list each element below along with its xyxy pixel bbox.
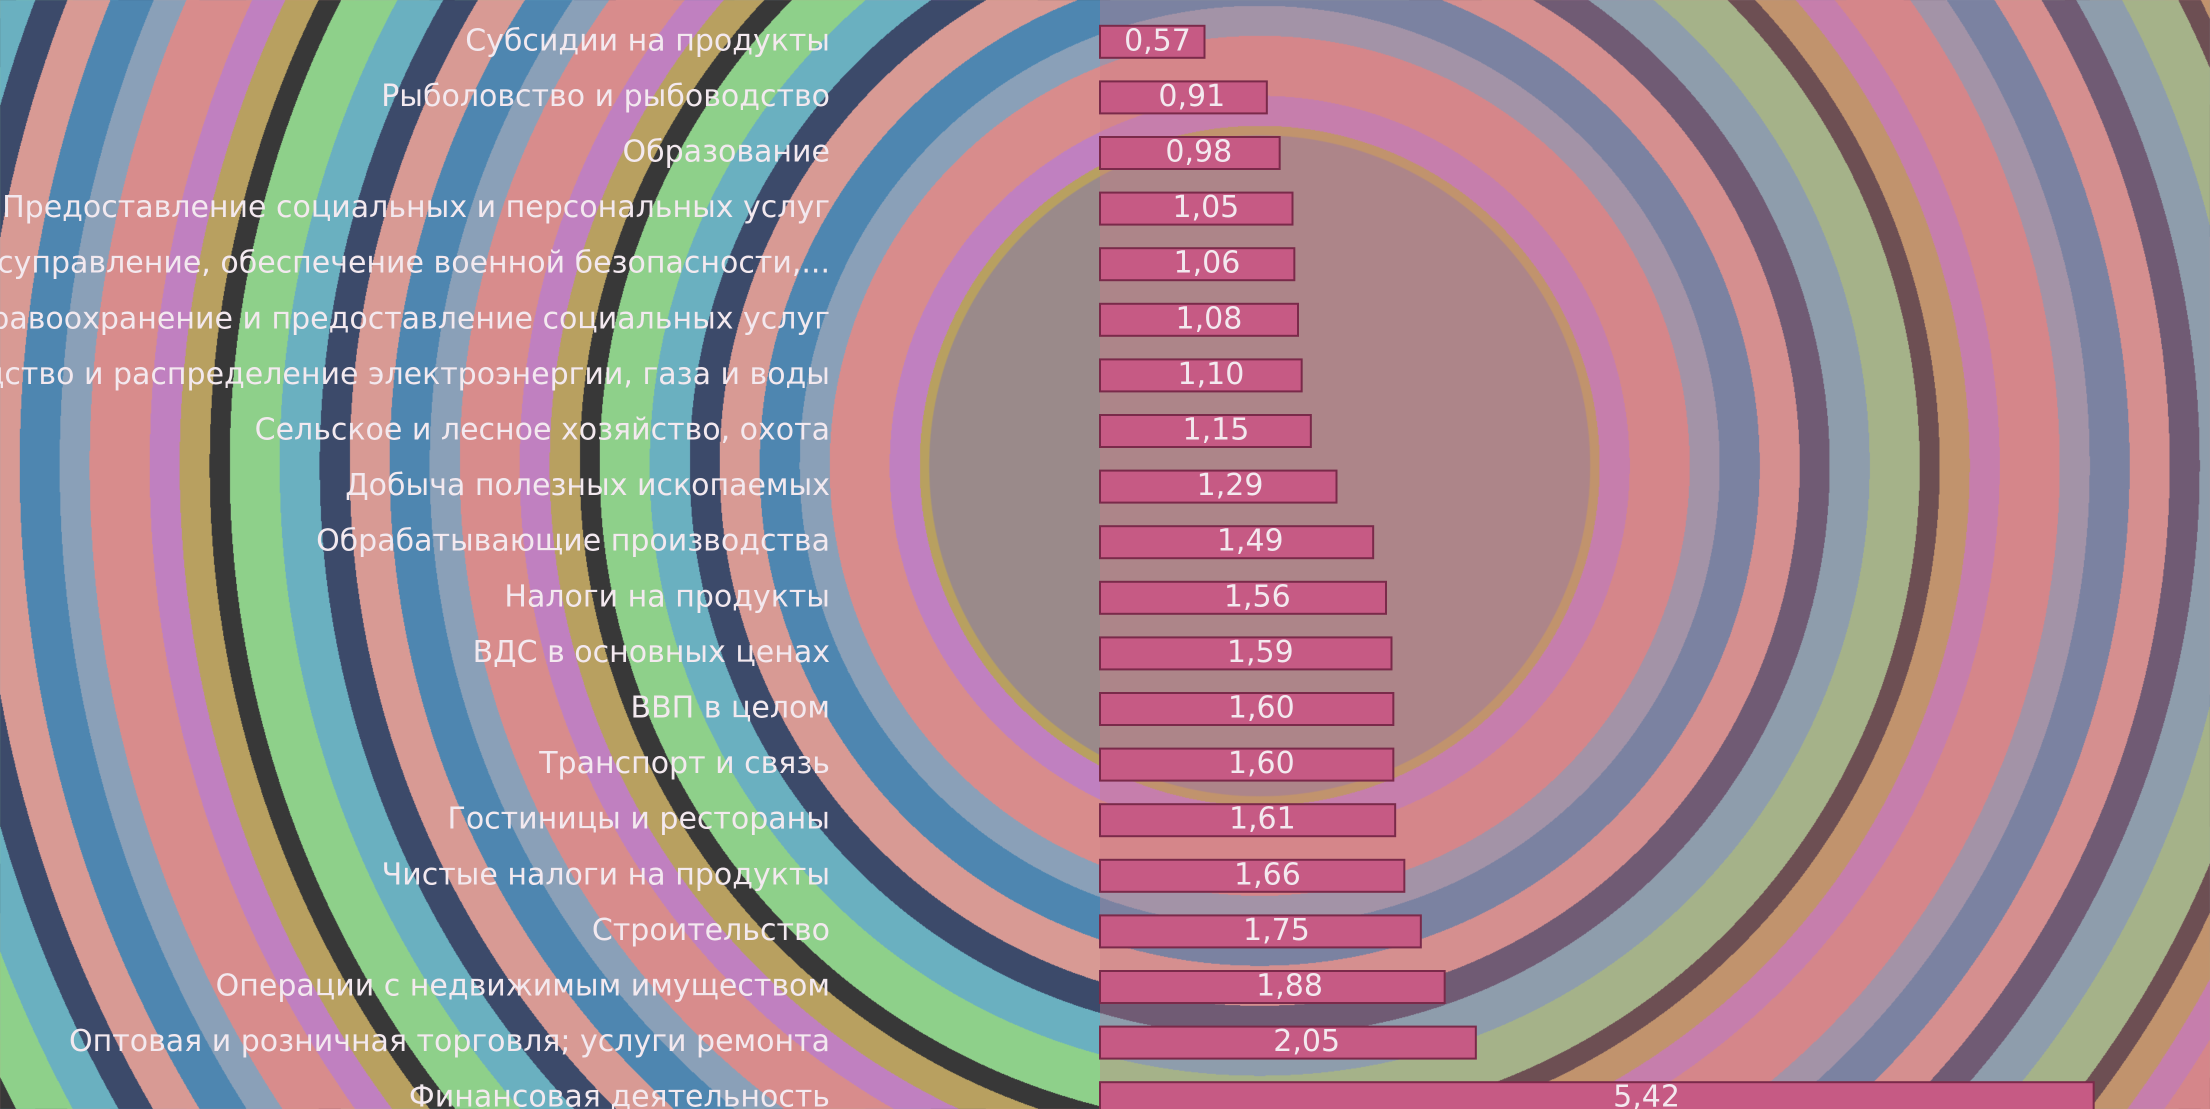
category-label: Предоставление социальных и персональных… xyxy=(2,190,830,225)
category-label: ВДС в основных ценах xyxy=(473,635,830,670)
value-label: 1,15 xyxy=(1183,413,1250,448)
value-label: 1,10 xyxy=(1178,357,1245,392)
category-label: Добыча полезных ископаемых xyxy=(345,468,830,503)
value-label: 1,60 xyxy=(1228,746,1295,781)
value-label: 2,05 xyxy=(1273,1024,1340,1059)
category-label: Операции с недвижимым имуществом xyxy=(216,969,830,1004)
bar xyxy=(1099,1081,2095,1109)
value-label: 1,08 xyxy=(1176,301,1243,336)
bar xyxy=(1099,636,1393,671)
category-label: Образование xyxy=(623,135,830,170)
bar xyxy=(1099,525,1375,560)
value-label: 1,66 xyxy=(1234,857,1301,892)
category-label: Здравоохранение и предоставление социаль… xyxy=(0,301,830,336)
bar xyxy=(1099,580,1387,615)
category-label: Госуправление, обеспечение военной безоп… xyxy=(0,246,830,281)
value-label: 1,59 xyxy=(1227,635,1294,670)
bar xyxy=(1099,80,1268,115)
bar xyxy=(1099,247,1296,282)
value-label: 1,60 xyxy=(1228,691,1295,726)
bar xyxy=(1099,914,1422,949)
category-label: Производство и распределение электроэнер… xyxy=(0,357,830,392)
category-label: Рыболовство и рыбоводство xyxy=(381,79,830,114)
category-label: Строительство xyxy=(592,913,830,948)
bar xyxy=(1099,24,1206,59)
bar xyxy=(1099,858,1406,893)
category-label: Гостиницы и рестораны xyxy=(448,802,830,837)
value-label: 1,88 xyxy=(1256,969,1323,1004)
bar xyxy=(1099,803,1397,838)
value-label: 0,98 xyxy=(1165,135,1232,170)
bar xyxy=(1099,1025,1477,1060)
value-label: 1,05 xyxy=(1172,190,1239,225)
value-label: 0,57 xyxy=(1124,23,1191,58)
category-label: Налоги на продукты xyxy=(504,579,830,614)
category-label: Чистые налоги на продукты xyxy=(382,857,830,892)
category-label: Субсидии на продукты xyxy=(465,23,830,58)
bar xyxy=(1099,469,1338,504)
value-label: 5,42 xyxy=(1613,1080,1680,1109)
category-label: Оптовая и розничная торговля; услуги рем… xyxy=(69,1024,830,1059)
bar xyxy=(1099,970,1446,1004)
category-label: Сельское и лесное хозяйство, охота xyxy=(255,413,830,448)
value-label: 1,56 xyxy=(1224,579,1291,614)
category-label: Транспорт и связь xyxy=(538,746,830,781)
bar xyxy=(1099,358,1303,393)
bar xyxy=(1099,414,1312,448)
bar xyxy=(1099,136,1281,170)
category-label: Финансовая деятельность xyxy=(409,1080,830,1109)
bar xyxy=(1099,747,1395,782)
value-label: 1,06 xyxy=(1173,246,1240,281)
bar xyxy=(1099,302,1299,337)
value-label: 1,49 xyxy=(1217,524,1284,559)
bar xyxy=(1099,191,1294,226)
value-label: 1,29 xyxy=(1197,468,1264,503)
value-label: 0,91 xyxy=(1158,79,1225,114)
category-label: ВВП в целом xyxy=(630,691,830,726)
value-label: 1,61 xyxy=(1229,802,1296,837)
value-label: 1,75 xyxy=(1243,913,1310,948)
category-label: Обрабатывающие производства xyxy=(316,524,830,559)
bar xyxy=(1099,692,1395,726)
